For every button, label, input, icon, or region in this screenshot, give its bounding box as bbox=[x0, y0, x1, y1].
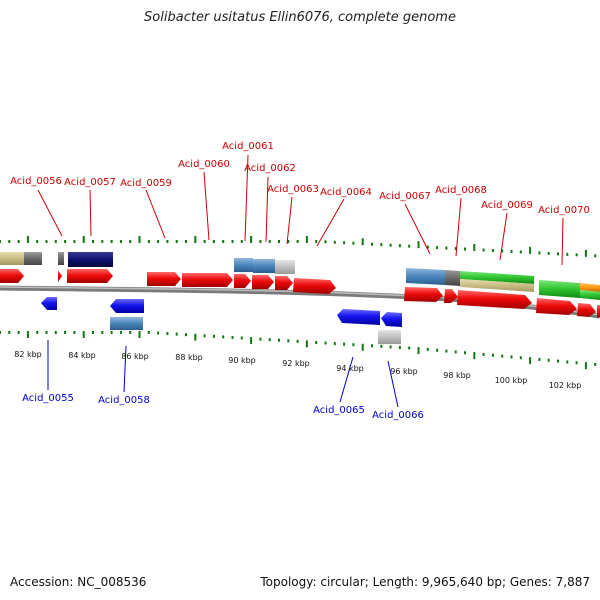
gene-label-bottom: Acid_0066 bbox=[372, 410, 424, 421]
gene-label-top: Acid_0067 bbox=[379, 191, 431, 202]
gene-acid-0062-arrow bbox=[252, 275, 274, 289]
gene-acid-0057-arrow bbox=[67, 269, 113, 283]
feature-navy-block bbox=[68, 252, 113, 267]
gene-acid-0056-arrow bbox=[58, 270, 62, 282]
gene-label-bottom: Acid_0055 bbox=[22, 393, 74, 404]
leader-line bbox=[287, 197, 292, 244]
scale-label: 102 kbp bbox=[549, 381, 582, 390]
gene-acid-0064-arrow bbox=[293, 278, 336, 294]
feature-grey-block bbox=[24, 252, 42, 265]
feature-tan-block bbox=[0, 252, 24, 265]
gene-label-top: Acid_0056 bbox=[10, 176, 62, 187]
scale-labels: 82 kbp 84 kbp 86 kbp 88 kbp 90 kbp 92 kbp 94 k… bbox=[14, 350, 581, 390]
leader-line bbox=[204, 172, 209, 240]
gene-acid-0070-arrow bbox=[536, 298, 577, 315]
gene-acid-0066-arrow bbox=[381, 312, 402, 327]
feature-grey-block-small bbox=[58, 252, 64, 265]
leader-line bbox=[500, 213, 507, 260]
leader-line bbox=[562, 218, 563, 265]
scale-label: 84 kbp bbox=[68, 351, 96, 360]
gene-acid-0065-arrow bbox=[337, 309, 380, 325]
leader-line bbox=[90, 190, 91, 236]
scale-label: 82 kbp bbox=[14, 350, 42, 359]
gene-acid-0060-arrow bbox=[182, 273, 233, 287]
feature-lightgrey-block bbox=[275, 260, 295, 274]
scale-label: 90 kbp bbox=[228, 356, 256, 365]
scale-label: 94 kbp bbox=[336, 364, 364, 373]
scale-label: 92 kbp bbox=[282, 359, 310, 368]
gene-label-top: Acid_0063 bbox=[267, 184, 319, 195]
gene-label-top: Acid_0057 bbox=[64, 177, 116, 188]
gene-label-top: Acid_0069 bbox=[481, 200, 533, 211]
scale-label: 86 kbp bbox=[121, 352, 149, 361]
gene-label-top: Acid_0068 bbox=[435, 185, 487, 196]
gene-acid-0055-arrow bbox=[41, 297, 57, 310]
gene-label-top: Acid_0062 bbox=[244, 163, 296, 174]
gene-label-bottom: Acid_0065 bbox=[313, 405, 365, 416]
scale-label: 96 kbp bbox=[390, 367, 418, 376]
leader-line bbox=[456, 198, 461, 256]
accession-text: Accession: NC_008536 bbox=[10, 575, 146, 589]
gene-acid-0058-arrow bbox=[110, 299, 144, 313]
gene-label-top: Acid_0059 bbox=[120, 178, 172, 189]
feature-steel-block bbox=[253, 259, 275, 273]
reverse-strand-genes bbox=[41, 297, 402, 327]
feature-steel-block bbox=[234, 258, 253, 272]
gene-acid-0054-arrow bbox=[0, 269, 24, 283]
scale-label: 88 kbp bbox=[175, 353, 203, 362]
leader-line bbox=[38, 190, 62, 236]
gene-label-top: Acid_0064 bbox=[320, 187, 372, 198]
gene-label-bottom: Acid_0058 bbox=[98, 395, 150, 406]
gene-acid-0067-arrow bbox=[404, 287, 443, 302]
gene-acid-0063-arrow bbox=[275, 276, 293, 290]
leader-line bbox=[146, 190, 165, 238]
leader-line bbox=[317, 199, 344, 246]
gene-label-top: Acid_0070 bbox=[538, 205, 590, 216]
gene-label-top: Acid_0060 bbox=[178, 159, 230, 170]
feature-grey-block bbox=[445, 270, 460, 286]
gene-label-top: Acid_0061 bbox=[222, 141, 274, 152]
gene-acid-0061-arrow bbox=[234, 274, 251, 288]
feature-green-block bbox=[539, 280, 580, 298]
scale-label: 98 kbp bbox=[443, 371, 471, 380]
feature-steel-block bbox=[406, 268, 445, 285]
gene-acid-0069-arrow bbox=[457, 290, 532, 309]
scale-label: 100 kbp bbox=[495, 376, 528, 385]
gene-acid-0059-arrow bbox=[147, 272, 181, 286]
feature-steel-block bbox=[110, 317, 143, 330]
feature-lightgrey-block bbox=[378, 330, 401, 344]
genome-summary-text: Topology: circular; Length: 9,965,640 bp… bbox=[260, 575, 590, 589]
genome-map: Acid_0056 Acid_0057 Acid_0059 Acid_0060 Acid… bbox=[0, 0, 600, 600]
